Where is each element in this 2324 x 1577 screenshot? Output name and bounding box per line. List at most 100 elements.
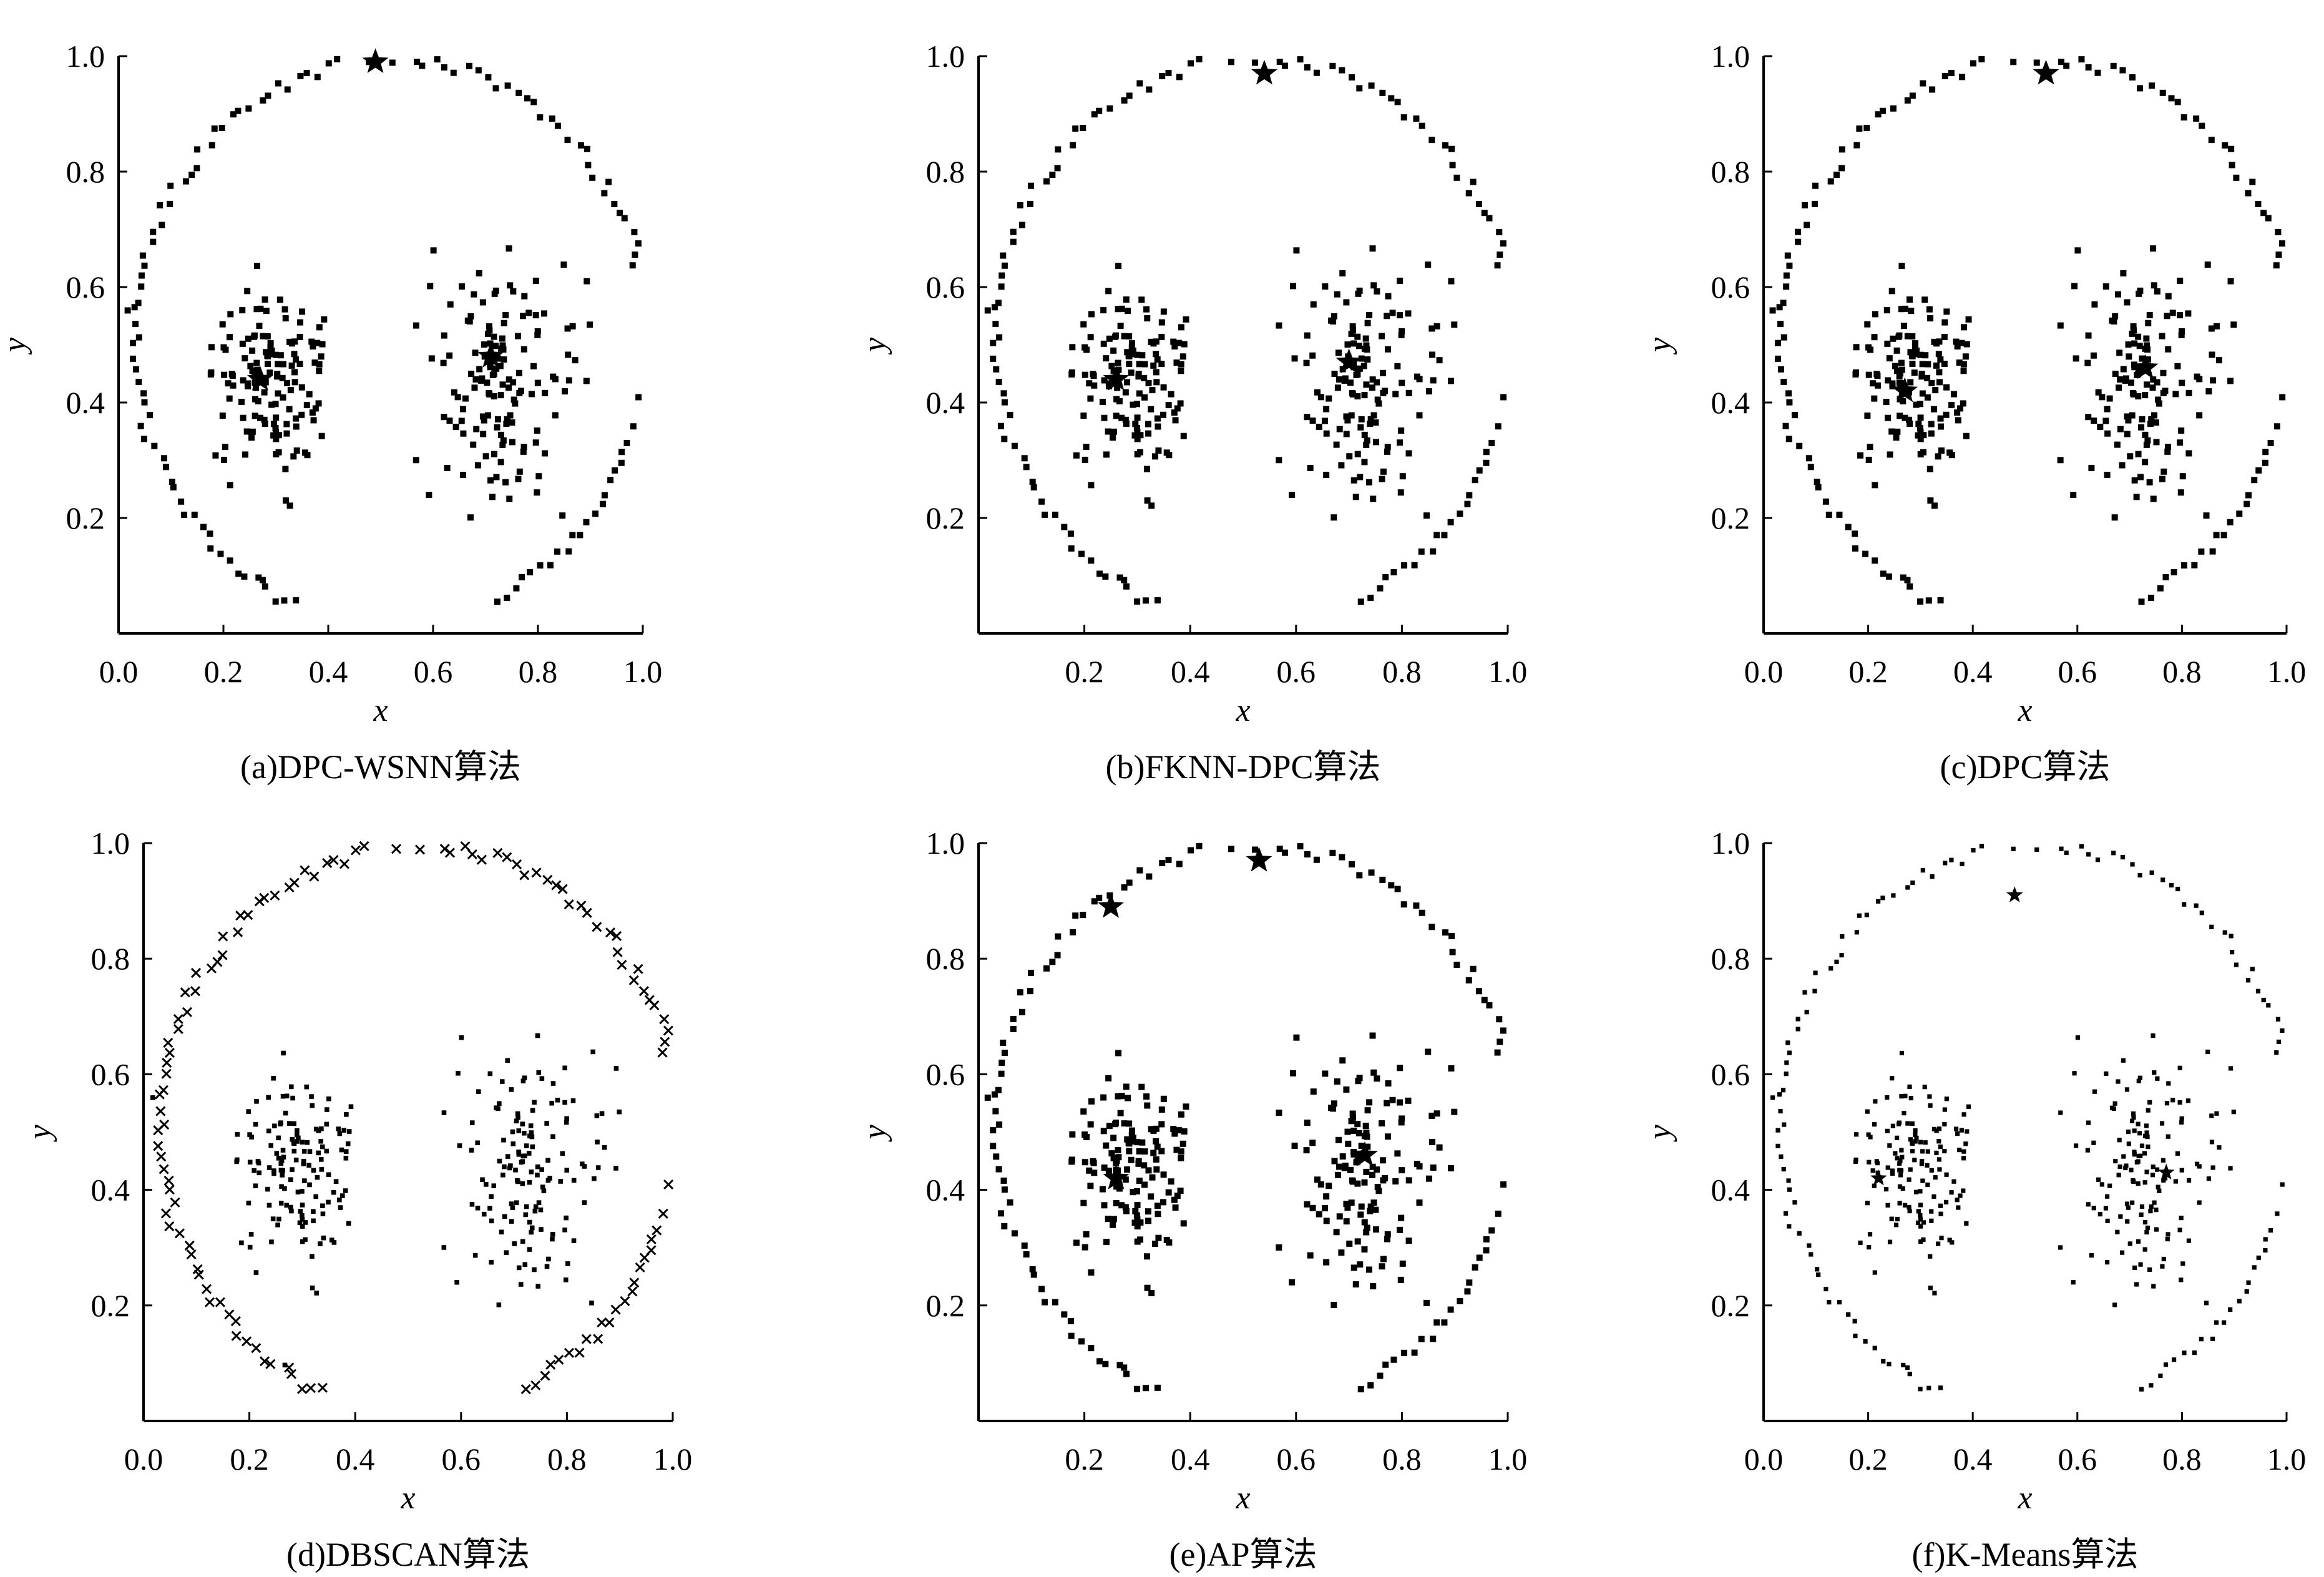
scatter-point xyxy=(576,901,587,911)
scatter-point xyxy=(2214,1111,2219,1116)
scatter-point xyxy=(1895,1216,1900,1222)
scatter-point xyxy=(1150,1150,1157,1156)
scatter-point xyxy=(1251,846,1258,853)
scatter-point xyxy=(1929,86,1936,93)
scatter-point xyxy=(279,374,286,381)
scatter-point xyxy=(996,1121,1003,1128)
scatter-point xyxy=(295,1128,300,1133)
scatter-point xyxy=(2273,262,2280,269)
scatter-point xyxy=(441,1245,447,1250)
scatter-point xyxy=(1309,1204,1316,1211)
scatter-point xyxy=(1917,414,1924,421)
scatter-point xyxy=(509,1219,514,1224)
scatter-point xyxy=(2102,283,2109,290)
scatter-point xyxy=(1875,382,1882,389)
scatter-point xyxy=(1483,1236,1490,1243)
scatter-point xyxy=(1176,339,1183,346)
scatter-point xyxy=(1488,439,1495,446)
scatter-point xyxy=(1339,67,1345,74)
scatter-point xyxy=(1925,1163,1930,1168)
scatter-point xyxy=(130,339,137,346)
scatter-point xyxy=(230,382,237,389)
scatter-point xyxy=(279,1158,285,1163)
scatter-point xyxy=(1909,361,1916,368)
scatter-point xyxy=(530,1108,535,1113)
scatter-point xyxy=(2154,379,2160,386)
scatter-point xyxy=(2179,328,2185,334)
scatter-point xyxy=(524,95,531,102)
scatter-point xyxy=(310,1103,315,1108)
scatter-point xyxy=(1779,1154,1784,1159)
scatter-point xyxy=(459,471,466,478)
scatter-point xyxy=(1307,1252,1314,1259)
scatter-point xyxy=(2132,1265,2137,1271)
scatter-point xyxy=(1029,479,1036,486)
scatter-point xyxy=(1115,263,1122,270)
scatter-point xyxy=(486,323,492,330)
scatter-point xyxy=(1918,1224,1923,1229)
scatter-point xyxy=(2127,453,2134,460)
scatter-point xyxy=(1897,413,1903,419)
x-tick-label: 0.8 xyxy=(519,654,558,689)
scatter-point xyxy=(1887,1143,1892,1148)
scatter-point xyxy=(1394,1150,1401,1157)
scatter-point xyxy=(1361,345,1368,352)
scatter-point xyxy=(499,441,506,448)
scatter-point xyxy=(459,406,466,413)
scatter-point xyxy=(281,597,288,604)
scatter-point xyxy=(1447,519,1454,525)
scatter-point xyxy=(1852,1319,1857,1324)
scatter-point xyxy=(311,1209,316,1214)
scatter-point xyxy=(1073,1239,1080,1246)
y-tick-label: 1.0 xyxy=(1711,826,1750,861)
scatter-point xyxy=(2172,391,2179,398)
scatter-point xyxy=(499,342,506,349)
scatter-point xyxy=(2136,1121,2141,1126)
scatter-point xyxy=(1428,924,1435,930)
scatter-point xyxy=(2137,85,2144,92)
scatter-point xyxy=(1901,1362,1906,1368)
scatter-point xyxy=(1118,1202,1125,1209)
scatter-point xyxy=(1146,873,1153,880)
scatter-point xyxy=(286,502,293,509)
scatter-point xyxy=(1099,1186,1106,1193)
scatter-point xyxy=(2215,357,2222,364)
scatter-point xyxy=(1384,346,1391,353)
scatter-point xyxy=(1907,1208,1912,1214)
scatter-point xyxy=(469,1148,474,1153)
scatter-point xyxy=(2152,1200,2157,1205)
scatter-point xyxy=(984,1094,991,1101)
scatter-point xyxy=(1154,1203,1161,1209)
scatter-point xyxy=(550,1081,556,1086)
scatter-point xyxy=(1433,532,1440,539)
scatter-point xyxy=(1117,1110,1124,1116)
scatter-point xyxy=(1865,371,1872,378)
scatter-point xyxy=(2151,412,2158,419)
scatter-point xyxy=(1875,1161,1880,1166)
scatter-point xyxy=(221,371,228,378)
scatter-point xyxy=(629,1277,640,1288)
scatter-point xyxy=(601,492,608,499)
scatter-point xyxy=(1853,142,1860,149)
scatter-point xyxy=(1134,429,1141,436)
scatter-point xyxy=(2092,1089,2097,1094)
scatter-point xyxy=(1908,353,1915,359)
scatter-point xyxy=(997,1210,1004,1217)
scatter-point xyxy=(1102,573,1109,580)
scatter-point xyxy=(2165,444,2172,451)
scatter-point xyxy=(1884,340,1891,347)
scatter-point xyxy=(1864,912,1869,917)
scatter-point xyxy=(1377,1372,1384,1379)
scatter-point xyxy=(618,449,625,456)
scatter-point xyxy=(1313,69,1320,76)
scatter-point xyxy=(345,1141,351,1146)
scatter-point xyxy=(1375,400,1382,407)
scatter-point xyxy=(657,1047,668,1058)
scatter-point xyxy=(1825,511,1832,518)
scatter-point xyxy=(1870,380,1877,387)
scatter-point xyxy=(2104,1071,2109,1077)
scatter-point xyxy=(1114,384,1121,391)
scatter-point xyxy=(2135,451,2142,457)
scatter-point xyxy=(1787,1187,1792,1192)
scatter-point xyxy=(497,431,504,438)
